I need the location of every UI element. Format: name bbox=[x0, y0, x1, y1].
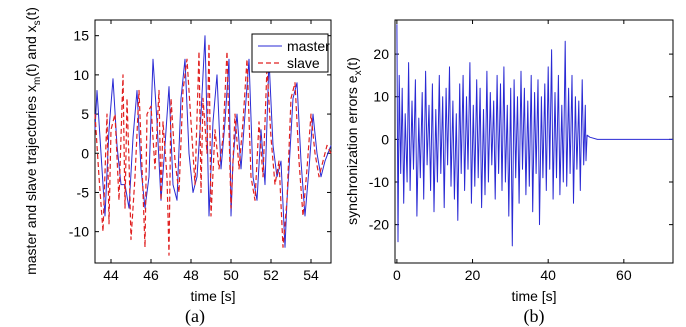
y-tick-label: 10 bbox=[373, 89, 389, 105]
x-tick-label: 52 bbox=[263, 267, 279, 283]
y-tick-label: 0 bbox=[81, 145, 89, 161]
y-tick-label: -20 bbox=[369, 217, 389, 233]
x-tick-label: 46 bbox=[143, 267, 159, 283]
x-tick-label: 50 bbox=[223, 267, 239, 283]
plot-lines bbox=[396, 24, 673, 247]
chart-panel-b: 0 20 40 60 -20 -10 0 10 20 time [s] synchronizat… bbox=[344, 19, 674, 327]
legend-label-slave: slave bbox=[287, 55, 320, 71]
x-tick-label: 60 bbox=[616, 267, 632, 283]
y-tick-label: -5 bbox=[77, 184, 90, 200]
y-tick-label: 5 bbox=[81, 106, 89, 122]
y-tick-label: 0 bbox=[381, 131, 389, 147]
x-axis-label: time [s] bbox=[511, 288, 556, 304]
axis-ticks: 0 20 40 60 -20 -10 0 10 20 bbox=[369, 20, 673, 283]
axis-ticks: 44 46 48 50 52 54 -10 -5 0 5 10 15 bbox=[69, 20, 331, 283]
legend-label-master: master bbox=[287, 38, 330, 54]
x-tick-label: 20 bbox=[465, 267, 481, 283]
series-line-series-0 bbox=[396, 24, 673, 247]
y-tick-label: 20 bbox=[373, 46, 389, 62]
plot-lines bbox=[94, 35, 332, 256]
x-tick-label: 40 bbox=[540, 267, 556, 283]
y-tick-label: -10 bbox=[369, 174, 389, 190]
y-tick-label: 10 bbox=[73, 67, 89, 83]
series-line-master bbox=[94, 35, 332, 248]
x-tick-label: 0 bbox=[393, 267, 401, 283]
series-line-slave bbox=[94, 42, 332, 256]
chart-panel-a: 44 46 48 50 52 54 -10 -5 0 5 10 15 master slave tim… bbox=[23, 7, 332, 327]
y-axis-label: synchronization errors ex(t) bbox=[344, 57, 364, 225]
x-axis-label: time [s] bbox=[190, 288, 235, 304]
panel-caption-b: (b) bbox=[524, 306, 545, 327]
legend-box bbox=[251, 33, 329, 73]
y-tick-label: -10 bbox=[69, 224, 89, 240]
legend: master slave bbox=[251, 33, 330, 73]
panel-caption-a: (a) bbox=[185, 306, 205, 327]
y-tick-label: 15 bbox=[73, 28, 89, 44]
x-tick-label: 48 bbox=[183, 267, 199, 283]
y-axis-label: master and slave trajectories xm(t) and … bbox=[23, 7, 43, 275]
x-tick-label: 54 bbox=[303, 267, 319, 283]
x-tick-label: 44 bbox=[103, 267, 119, 283]
